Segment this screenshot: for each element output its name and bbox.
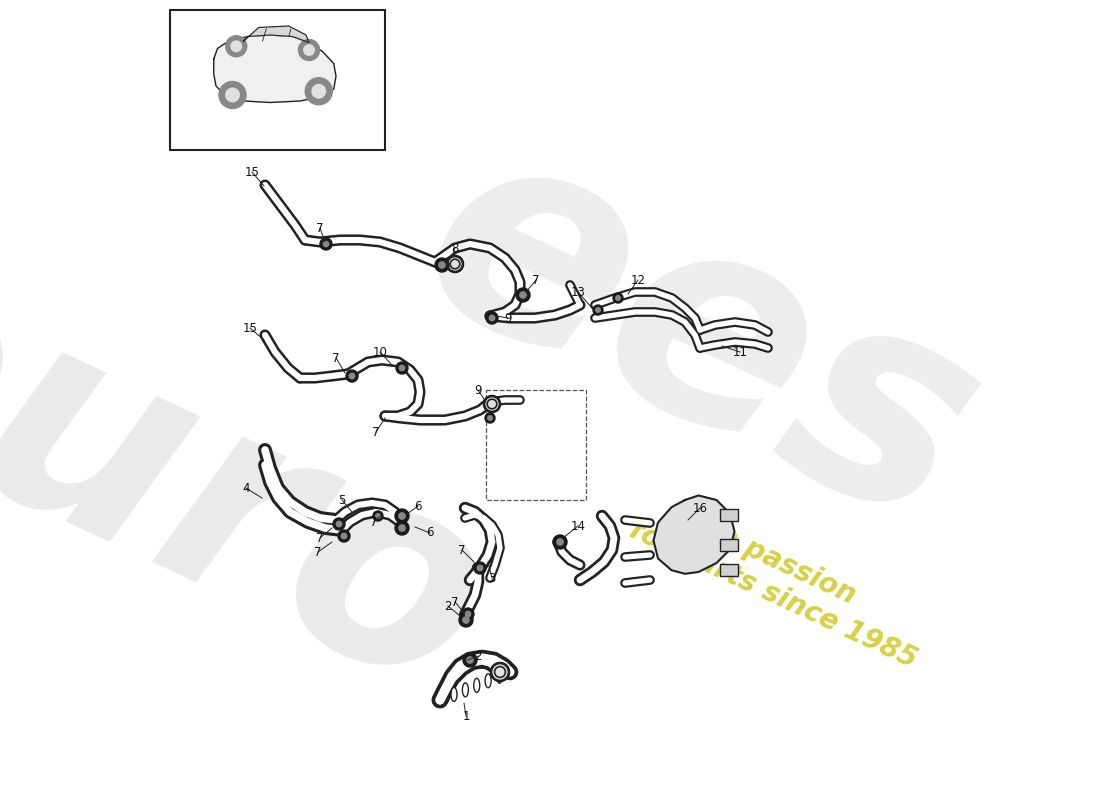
Text: 7: 7 xyxy=(332,351,340,365)
Text: 13: 13 xyxy=(571,286,585,298)
Ellipse shape xyxy=(474,678,480,692)
Text: 6: 6 xyxy=(427,526,433,539)
Circle shape xyxy=(395,509,409,523)
Polygon shape xyxy=(213,35,336,102)
Circle shape xyxy=(596,308,601,312)
Circle shape xyxy=(320,238,332,250)
Circle shape xyxy=(557,539,563,545)
Circle shape xyxy=(399,525,405,531)
Text: a passion
for parts since 1985: a passion for parts since 1985 xyxy=(625,486,935,674)
Circle shape xyxy=(491,663,509,681)
Text: 9: 9 xyxy=(474,383,482,397)
Circle shape xyxy=(462,608,474,620)
Circle shape xyxy=(399,366,405,370)
Circle shape xyxy=(306,78,332,105)
Circle shape xyxy=(490,315,495,321)
Circle shape xyxy=(463,617,470,623)
Ellipse shape xyxy=(451,687,456,702)
Circle shape xyxy=(553,535,566,549)
Text: 7: 7 xyxy=(317,222,323,234)
Circle shape xyxy=(484,396,500,412)
Text: 4: 4 xyxy=(242,482,250,494)
Text: 7: 7 xyxy=(451,595,459,609)
Polygon shape xyxy=(244,26,309,42)
Circle shape xyxy=(219,82,246,109)
Text: 9: 9 xyxy=(504,311,512,325)
Circle shape xyxy=(350,374,354,378)
Circle shape xyxy=(593,305,603,315)
Circle shape xyxy=(333,518,345,530)
Text: 14: 14 xyxy=(571,519,585,533)
Text: 1: 1 xyxy=(462,710,470,722)
Circle shape xyxy=(226,36,246,57)
Text: 6: 6 xyxy=(415,499,421,513)
Circle shape xyxy=(396,362,408,374)
Circle shape xyxy=(487,416,493,420)
Circle shape xyxy=(459,613,473,627)
Circle shape xyxy=(616,296,620,300)
Text: 16: 16 xyxy=(693,502,707,514)
Bar xyxy=(720,564,738,576)
Circle shape xyxy=(613,293,623,303)
Circle shape xyxy=(466,657,473,663)
Text: 5: 5 xyxy=(339,494,345,506)
Circle shape xyxy=(439,262,446,268)
Circle shape xyxy=(516,288,530,302)
Ellipse shape xyxy=(462,683,469,697)
Circle shape xyxy=(226,88,240,102)
Circle shape xyxy=(485,413,495,423)
Text: 11: 11 xyxy=(733,346,748,358)
Text: 7: 7 xyxy=(317,531,323,545)
Circle shape xyxy=(231,41,242,51)
Text: 12: 12 xyxy=(630,274,646,286)
Bar xyxy=(720,509,738,521)
Polygon shape xyxy=(653,495,735,574)
Circle shape xyxy=(474,562,486,574)
Text: 7: 7 xyxy=(372,426,379,438)
Circle shape xyxy=(373,511,383,521)
Text: euro: euro xyxy=(0,206,530,754)
Text: 7: 7 xyxy=(371,515,377,529)
Circle shape xyxy=(304,45,315,55)
Bar xyxy=(486,390,586,500)
Text: 7: 7 xyxy=(532,274,540,286)
Circle shape xyxy=(434,258,449,272)
Text: 3: 3 xyxy=(488,571,496,585)
Text: 2: 2 xyxy=(444,599,452,613)
Bar xyxy=(170,10,385,150)
Circle shape xyxy=(447,256,463,272)
Ellipse shape xyxy=(485,674,491,688)
Text: 7: 7 xyxy=(315,546,321,558)
Bar xyxy=(720,539,738,551)
Text: ees: ees xyxy=(383,91,1018,589)
Text: 7: 7 xyxy=(459,543,465,557)
Circle shape xyxy=(338,530,350,542)
Text: 15: 15 xyxy=(244,166,260,178)
Circle shape xyxy=(346,370,358,382)
Circle shape xyxy=(395,521,409,535)
Circle shape xyxy=(486,312,498,324)
Text: 15: 15 xyxy=(243,322,257,334)
Circle shape xyxy=(465,611,471,617)
Circle shape xyxy=(399,513,405,519)
Text: 10: 10 xyxy=(373,346,387,358)
Circle shape xyxy=(376,514,381,518)
Circle shape xyxy=(477,566,483,570)
Circle shape xyxy=(463,653,477,667)
Circle shape xyxy=(341,534,346,538)
Circle shape xyxy=(298,39,319,61)
Circle shape xyxy=(323,242,329,246)
Circle shape xyxy=(312,85,326,98)
Circle shape xyxy=(520,292,526,298)
Circle shape xyxy=(337,522,342,526)
Text: 2: 2 xyxy=(474,650,482,662)
Ellipse shape xyxy=(496,669,503,683)
Text: 8: 8 xyxy=(451,242,459,254)
